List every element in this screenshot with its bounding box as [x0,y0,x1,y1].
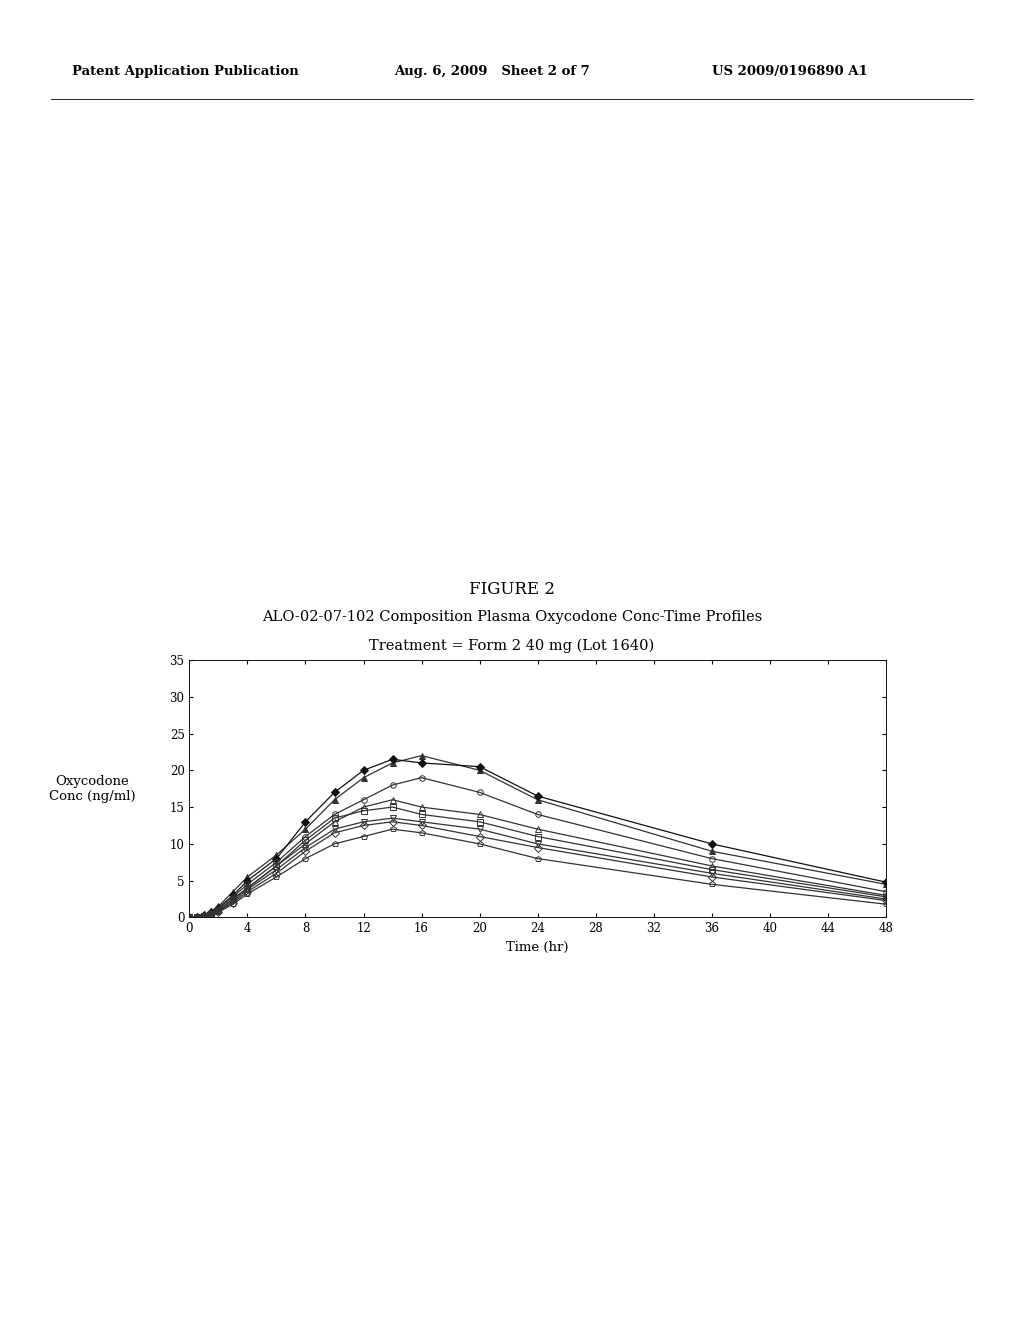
Text: Aug. 6, 2009   Sheet 2 of 7: Aug. 6, 2009 Sheet 2 of 7 [394,65,590,78]
Text: Oxycodone
Conc (ng/ml): Oxycodone Conc (ng/ml) [49,775,135,803]
Text: FIGURE 2: FIGURE 2 [469,581,555,598]
Text: Patent Application Publication: Patent Application Publication [72,65,298,78]
Text: Treatment = Form 2 40 mg (Lot 1640): Treatment = Form 2 40 mg (Lot 1640) [370,639,654,653]
X-axis label: Time (hr): Time (hr) [506,941,569,954]
Text: ALO-02-07-102 Composition Plasma Oxycodone Conc-Time Profiles: ALO-02-07-102 Composition Plasma Oxycodo… [262,610,762,624]
Text: US 2009/0196890 A1: US 2009/0196890 A1 [712,65,867,78]
